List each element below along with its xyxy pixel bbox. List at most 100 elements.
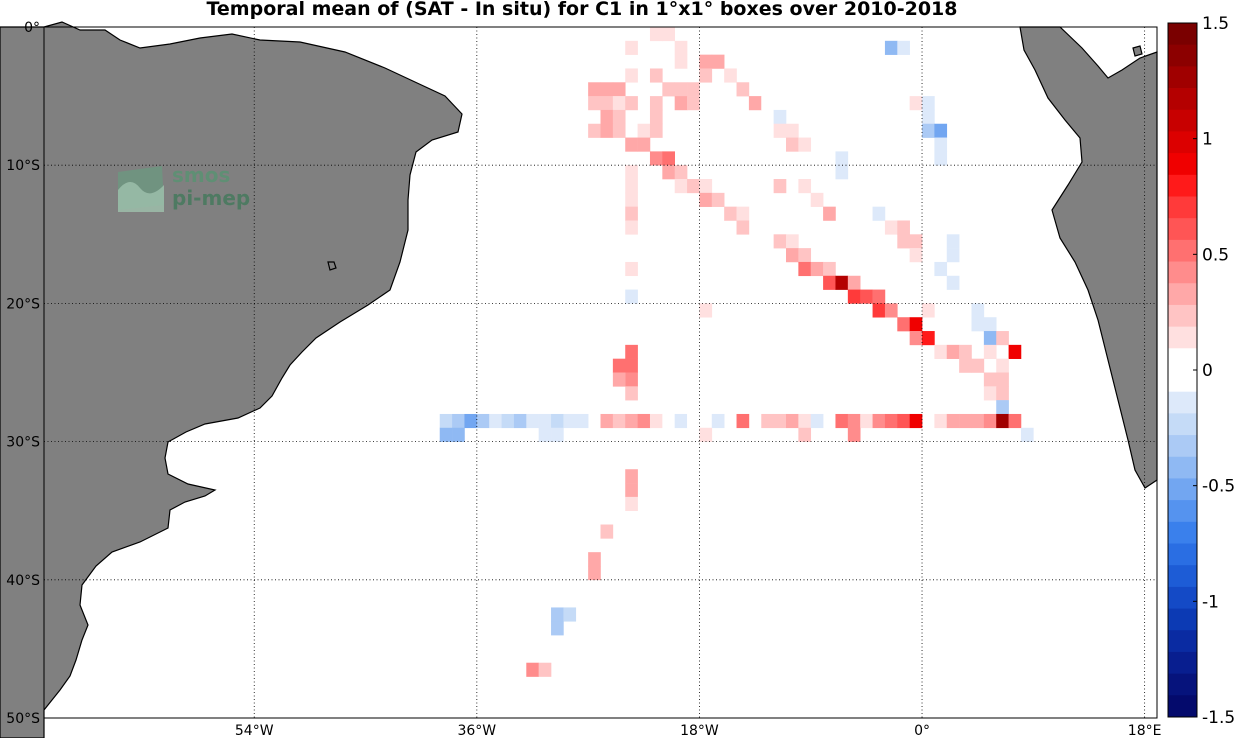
colorbar-swatch — [1168, 153, 1197, 176]
data-cell — [538, 413, 552, 429]
map-frame — [43, 26, 1158, 719]
data-cell — [662, 151, 675, 166]
data-cell — [934, 413, 948, 429]
data-cell — [600, 524, 614, 539]
smos-logo: smos pi-mep — [118, 163, 250, 212]
data-cell — [625, 261, 638, 277]
data-cell — [922, 123, 935, 138]
data-cell — [959, 413, 972, 429]
colorbar-label: 1 — [1202, 130, 1213, 150]
data-cell — [600, 413, 614, 429]
colorbar-swatch — [1168, 261, 1197, 284]
data-cell — [909, 248, 923, 263]
data-cell — [983, 372, 997, 387]
data-cell — [551, 413, 564, 429]
data-cell — [575, 413, 589, 429]
data-cell — [736, 220, 750, 235]
island-small — [1132, 45, 1143, 57]
data-cell — [625, 469, 638, 484]
colorbar-swatch — [1168, 391, 1197, 414]
data-cell — [588, 96, 601, 111]
colorbar-swatch — [1168, 131, 1197, 154]
data-cell — [884, 40, 898, 55]
data-cell — [625, 496, 638, 511]
data-cell — [687, 82, 700, 97]
data-cell — [835, 413, 849, 429]
africa-land — [1019, 26, 1158, 489]
data-cell — [563, 413, 577, 429]
colorbar-swatch — [1168, 196, 1197, 219]
colorbar-swatch — [1168, 586, 1197, 609]
data-cell — [489, 413, 502, 429]
data-cell — [996, 386, 1009, 401]
data-cell — [588, 123, 601, 138]
data-cell — [625, 165, 638, 180]
data-cell — [674, 179, 688, 194]
colorbar-swatch — [1168, 500, 1197, 523]
data-cell — [699, 192, 713, 207]
colorbar-swatch — [1168, 88, 1197, 111]
data-cell — [625, 220, 638, 235]
data-cell — [934, 151, 948, 166]
data-cell — [798, 413, 812, 429]
data-cell — [835, 275, 849, 290]
data-cell — [588, 565, 601, 581]
data-cell — [637, 123, 651, 138]
data-cell — [699, 303, 713, 318]
data-cell — [922, 96, 935, 111]
data-cell — [996, 358, 1009, 373]
data-cell — [996, 372, 1009, 387]
data-cell — [996, 413, 1009, 429]
data-cell — [600, 123, 614, 138]
lon-tick-label: 0° — [914, 723, 930, 738]
data-cell — [798, 248, 812, 263]
data-cell — [884, 220, 898, 235]
colorbar-swatch — [1168, 66, 1197, 89]
colorbar-swatch — [1168, 543, 1197, 566]
data-cell — [476, 413, 490, 429]
data-cell — [773, 234, 787, 249]
data-cell — [872, 289, 886, 304]
data-cell — [600, 82, 614, 97]
colorbar-swatch — [1168, 348, 1197, 371]
data-cell — [625, 413, 638, 429]
data-cell — [996, 331, 1009, 346]
data-cell — [946, 234, 960, 249]
colorbar-swatch — [1168, 23, 1197, 46]
lat-tick-label: 50°S — [6, 711, 40, 727]
data-cell — [464, 413, 478, 429]
data-cell — [612, 372, 626, 387]
lon-tick-label: 18°E — [1128, 723, 1162, 738]
data-cell — [724, 206, 737, 221]
data-cell — [786, 234, 799, 249]
data-cell — [711, 192, 725, 207]
data-cell — [736, 82, 750, 97]
data-cell — [674, 54, 688, 69]
data-cell — [847, 275, 861, 290]
data-cell — [551, 621, 564, 636]
data-cell — [625, 289, 638, 304]
colorbar-swatch — [1168, 304, 1197, 328]
data-cell — [662, 27, 675, 42]
data-cell — [823, 261, 836, 277]
data-cell — [687, 96, 700, 111]
lon-tick-label: 54°W — [235, 723, 274, 738]
data-cell — [439, 427, 453, 442]
lon-tick-label: 36°W — [457, 723, 496, 738]
colorbar-label: -1 — [1202, 592, 1219, 612]
data-cell — [625, 137, 638, 152]
data-cells — [439, 27, 1034, 677]
data-cell — [637, 413, 651, 429]
data-cell — [983, 413, 997, 429]
data-cell — [897, 220, 910, 235]
data-cell — [934, 344, 948, 359]
data-cell — [674, 40, 688, 55]
data-cell — [909, 234, 923, 249]
data-cell — [934, 123, 948, 138]
data-cell — [897, 317, 910, 332]
axis-labels: 0° 10°S 20°S 30°S 40°S 50°S 54°W 36°W 18°W 0° 18°E — [6, 20, 1161, 738]
data-cell — [625, 358, 638, 373]
data-cell — [983, 344, 997, 359]
data-cell — [674, 96, 688, 111]
